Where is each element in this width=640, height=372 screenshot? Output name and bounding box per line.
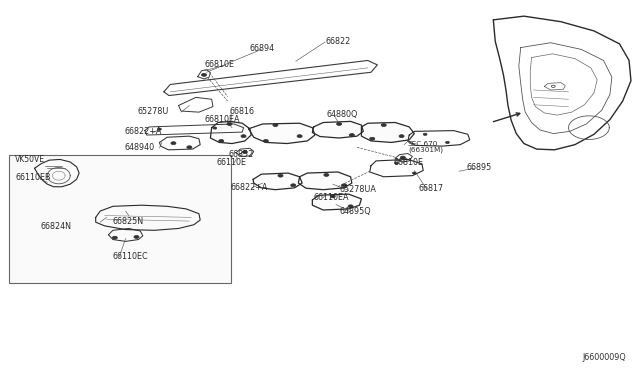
Circle shape [324, 173, 329, 176]
Circle shape [243, 151, 247, 154]
Text: 66817: 66817 [419, 185, 444, 193]
Text: 66810E: 66810E [204, 60, 234, 69]
Circle shape [157, 128, 161, 130]
Circle shape [342, 184, 347, 187]
Text: 66110EC: 66110EC [113, 251, 148, 261]
Text: 66810EA: 66810EA [204, 115, 239, 124]
Polygon shape [253, 173, 302, 190]
Text: 65278U: 65278U [137, 107, 168, 116]
Circle shape [213, 127, 217, 129]
Polygon shape [312, 121, 364, 138]
Text: 648940: 648940 [124, 143, 154, 152]
Text: 66110EA: 66110EA [314, 193, 349, 202]
Circle shape [263, 140, 268, 142]
Circle shape [297, 135, 302, 138]
Circle shape [394, 162, 398, 164]
Text: 66852: 66852 [229, 151, 254, 160]
Circle shape [187, 146, 192, 149]
Text: 66110EB: 66110EB [15, 173, 51, 182]
Circle shape [330, 195, 335, 198]
Text: 66822+A: 66822+A [231, 183, 268, 192]
Circle shape [349, 134, 355, 137]
Text: 66895: 66895 [467, 163, 492, 172]
Circle shape [291, 184, 296, 187]
Polygon shape [362, 122, 414, 142]
Text: 66825N: 66825N [113, 217, 144, 226]
Text: SEC.670: SEC.670 [408, 141, 438, 147]
Text: 66110E: 66110E [217, 158, 247, 167]
Text: 64880Q: 64880Q [326, 110, 358, 119]
Text: (66301M): (66301M) [408, 147, 443, 153]
Polygon shape [211, 121, 251, 144]
Circle shape [412, 172, 416, 174]
Text: 66810E: 66810E [394, 158, 424, 167]
Text: 66894: 66894 [250, 44, 275, 53]
Text: 66816: 66816 [230, 107, 255, 116]
Circle shape [400, 156, 405, 159]
Circle shape [381, 124, 387, 126]
Circle shape [337, 122, 342, 125]
Text: 64895Q: 64895Q [339, 206, 371, 216]
Circle shape [445, 141, 449, 144]
Circle shape [112, 236, 117, 239]
Circle shape [219, 140, 224, 142]
Circle shape [423, 133, 427, 135]
Text: 66822: 66822 [325, 37, 350, 46]
Circle shape [348, 205, 353, 208]
Bar [9, 155, 231, 283]
Circle shape [370, 137, 375, 140]
Circle shape [202, 73, 207, 76]
Circle shape [273, 124, 278, 126]
Text: J6600009Q: J6600009Q [582, 353, 626, 362]
Circle shape [171, 142, 176, 145]
Text: VK50VE: VK50VE [15, 154, 45, 164]
Text: 65278UA: 65278UA [339, 185, 376, 194]
Polygon shape [312, 194, 362, 210]
Text: 66822+A: 66822+A [124, 127, 162, 136]
Circle shape [227, 122, 232, 125]
Polygon shape [248, 123, 315, 144]
Text: 66824N: 66824N [41, 222, 72, 231]
Polygon shape [298, 172, 352, 190]
Circle shape [278, 174, 283, 177]
Circle shape [241, 135, 246, 138]
Circle shape [399, 135, 404, 138]
Circle shape [134, 235, 139, 238]
